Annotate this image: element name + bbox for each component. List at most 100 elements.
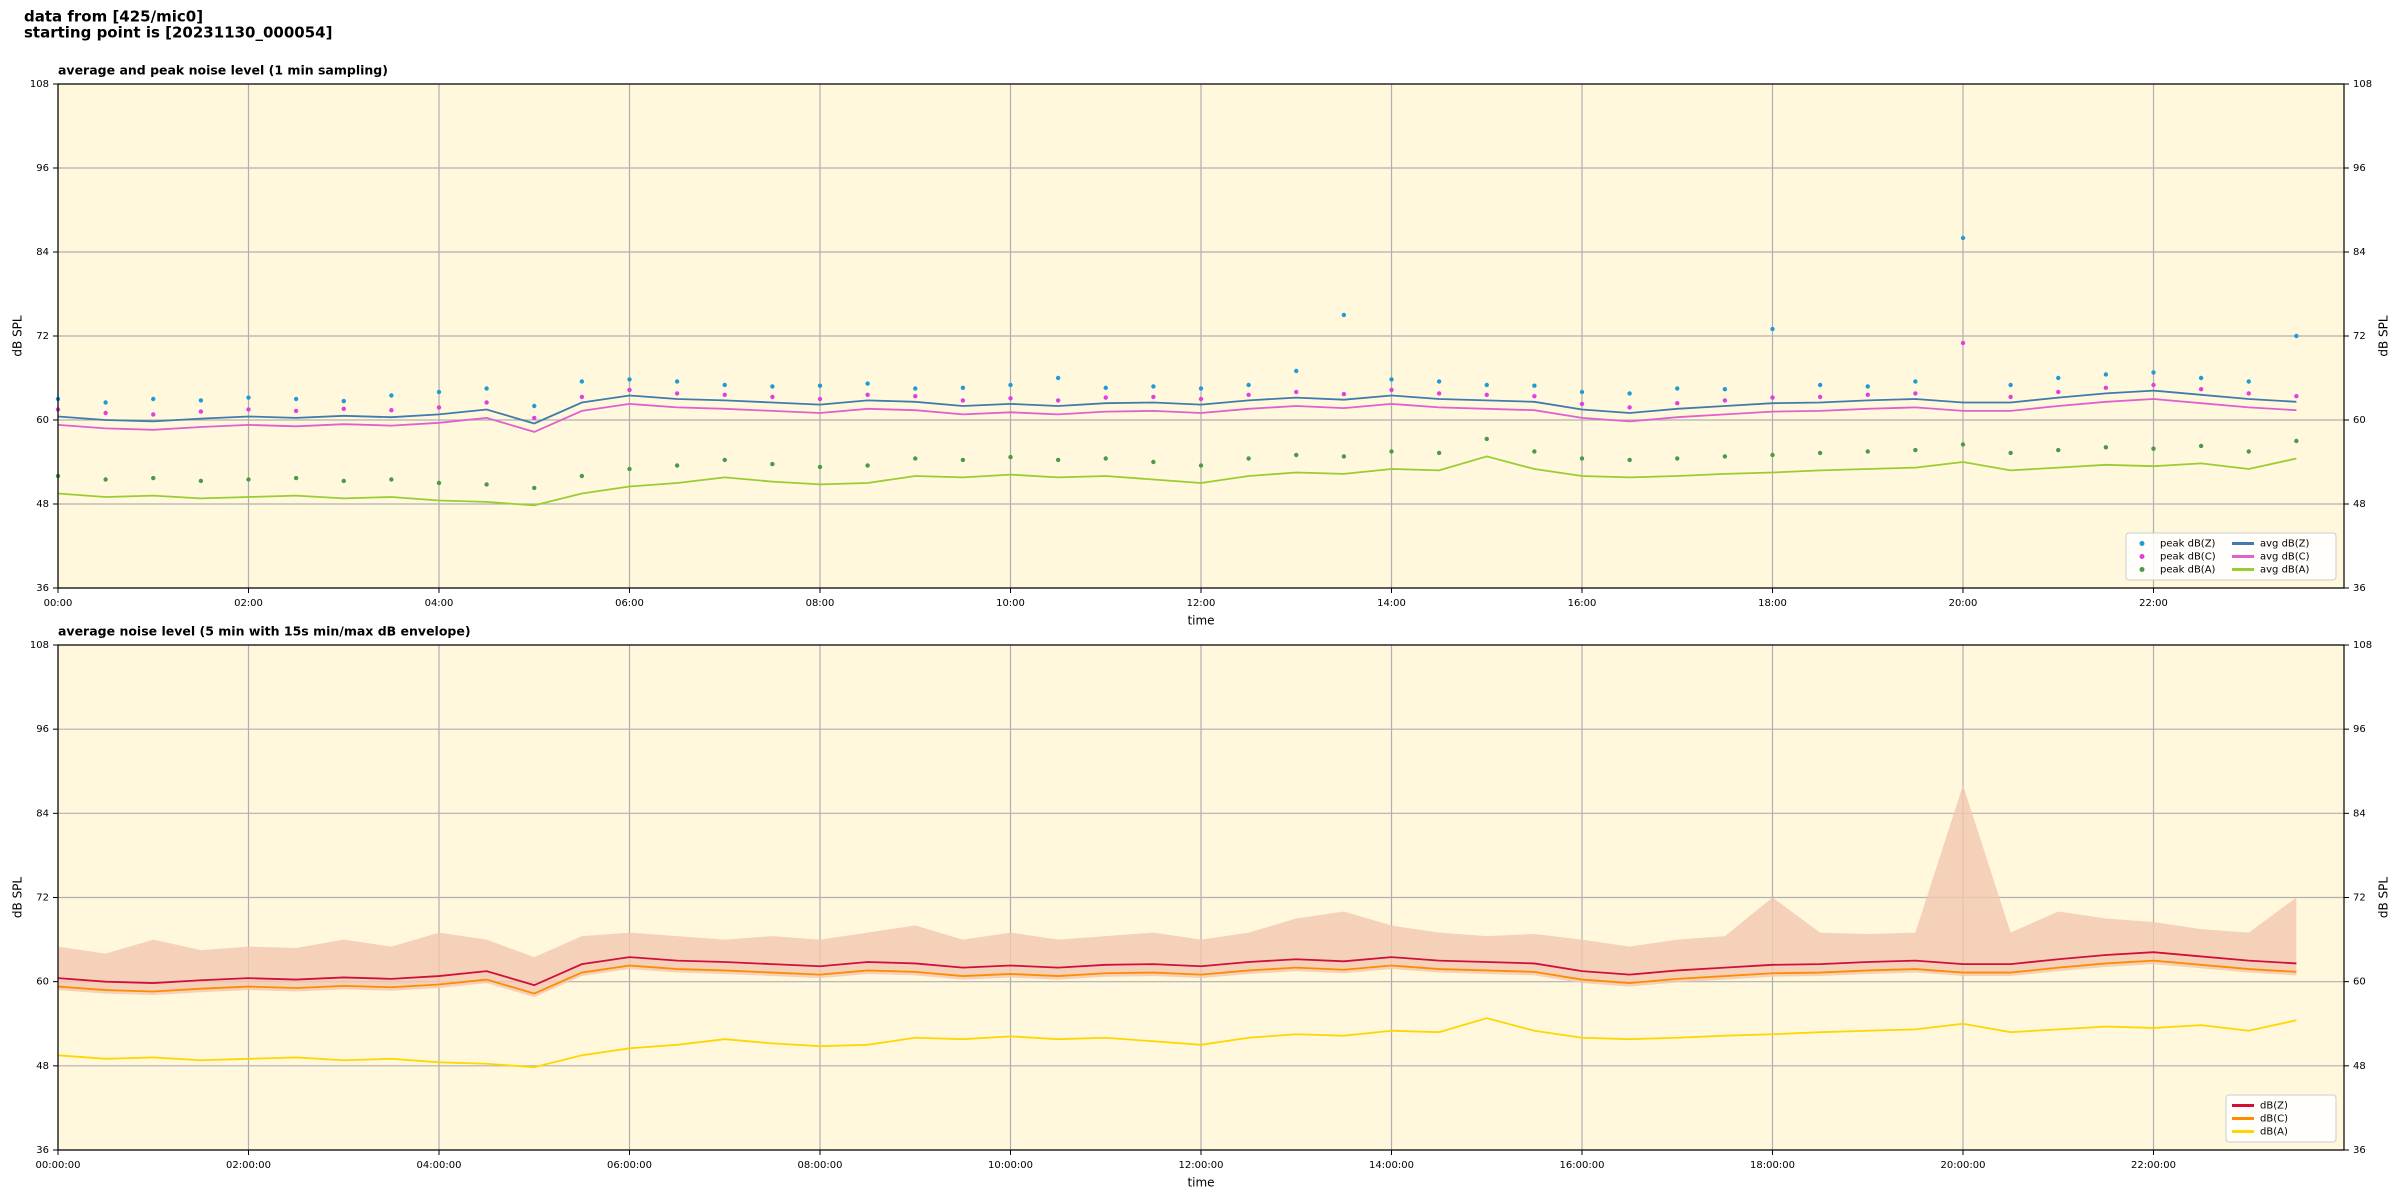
peak-point: [246, 477, 251, 482]
y-tick-label: 60: [36, 977, 49, 988]
peak-point: [770, 394, 775, 400]
peak-point: [1484, 382, 1489, 388]
x-tick-label: 06:00:00: [607, 1160, 652, 1171]
peak-point: [1198, 396, 1204, 402]
peak-point: [2056, 375, 2061, 381]
peak-point: [2151, 370, 2156, 375]
peak-point: [2056, 389, 2061, 395]
peak-point: [2246, 391, 2251, 396]
peak-point: [1151, 459, 1156, 465]
peak-point: [674, 463, 680, 468]
peak-point: [770, 461, 775, 467]
legend-box: [2125, 532, 2337, 581]
y-tick-label-right: 36: [2353, 583, 2366, 594]
peak-point: [484, 400, 489, 405]
series-line: [57, 455, 2297, 507]
peak-point: [1246, 382, 1251, 388]
plot-frame: [57, 83, 2345, 589]
peak-point: [293, 475, 299, 481]
peak-point: [1484, 392, 1489, 397]
x-tick-label: 12:00: [1187, 598, 1216, 609]
legend-label: avg dB(A): [2260, 565, 2310, 576]
peak-point: [1770, 326, 1775, 332]
peak-point: [151, 396, 156, 402]
peak-point: [484, 482, 489, 487]
peak-point: [1294, 389, 1299, 395]
x-tick-label: 22:00: [2139, 598, 2168, 609]
peak-point: [1627, 457, 1632, 463]
peak-point: [532, 415, 537, 421]
peak-point: [1722, 387, 1728, 392]
peak-point: [1151, 384, 1156, 389]
series-line: [57, 951, 2297, 987]
peak-point: [246, 395, 251, 400]
peak-point: [1675, 401, 1680, 406]
plot-title: average and peak noise level (1 min samp…: [58, 63, 388, 78]
y-tick-label-right: 84: [2353, 808, 2366, 819]
peak-point: [341, 398, 346, 404]
y-tick-label: 60: [36, 415, 49, 426]
x-tick-label: 10:00:00: [988, 1160, 1033, 1171]
y-axis-label-right: dB SPL: [2377, 315, 2391, 357]
plot-title: average noise level (5 min with 15s min/…: [58, 624, 471, 639]
peak-point: [1389, 387, 1394, 393]
peak-point: [1675, 456, 1680, 461]
y-tick-label: 84: [36, 808, 49, 819]
x-tick-label: 04:00:00: [417, 1160, 462, 1171]
peak-point: [2103, 445, 2109, 450]
envelope-band: [58, 785, 2297, 998]
x-tick-label: 00:00:00: [36, 1160, 81, 1171]
series-line: [57, 959, 2297, 995]
x-axis-label: time: [1187, 1176, 1214, 1190]
peak-point: [2103, 372, 2109, 377]
y-tick-label-right: 96: [2353, 163, 2366, 174]
y-tick-label-right: 48: [2353, 1061, 2366, 1072]
legend-label: dB(Z): [2260, 1101, 2288, 1112]
legend-label: peak dB(Z): [2160, 539, 2216, 550]
peak-point: [1389, 449, 1394, 454]
peak-point: [2198, 443, 2204, 449]
x-tick-label: 22:00:00: [2131, 1160, 2176, 1171]
peak-point: [1913, 379, 1918, 384]
y-tick-label: 48: [36, 499, 49, 510]
x-tick-label: 20:00: [1949, 598, 1978, 609]
peak-point: [913, 386, 918, 391]
series-line: [57, 398, 2297, 433]
x-tick-label: 04:00: [425, 598, 454, 609]
peak-point: [389, 393, 394, 398]
peak-point: [2246, 379, 2251, 384]
x-tick-label: 12:00:00: [1179, 1160, 1224, 1171]
peak-point: [817, 396, 823, 402]
peak-point: [1436, 379, 1442, 384]
y-tick-label: 36: [36, 583, 49, 594]
y-tick-label: 108: [30, 79, 49, 90]
peak-point: [1008, 396, 1013, 401]
peak-point: [436, 389, 442, 395]
peak-point: [1103, 385, 1108, 390]
x-tick-label: 14:00:00: [1369, 1160, 1414, 1171]
y-tick-label: 96: [36, 724, 49, 735]
peak-point: [1198, 463, 1204, 468]
legend-label: dB(A): [2260, 1127, 2288, 1138]
peak-point: [2294, 333, 2299, 339]
peak-point: [2008, 394, 2013, 400]
y-tick-label: 72: [36, 893, 49, 904]
peak-point: [151, 475, 156, 481]
peak-point: [103, 410, 108, 416]
y-axis-label: dB SPL: [11, 315, 25, 357]
y-tick-label-right: 60: [2353, 977, 2366, 988]
peak-point: [532, 403, 537, 409]
legend-label: dB(C): [2260, 1114, 2288, 1125]
legend-marker: [2139, 554, 2145, 559]
legend-label: peak dB(C): [2160, 552, 2216, 563]
x-tick-label: 08:00:00: [798, 1160, 843, 1171]
peak-point: [960, 385, 966, 390]
peak-point: [960, 457, 966, 463]
peak-point: [1198, 386, 1204, 391]
peak-point: [1770, 452, 1775, 458]
peak-point: [1008, 454, 1013, 460]
y-tick-label-right: 60: [2353, 415, 2366, 426]
peak-point: [1865, 392, 1870, 397]
series-line: [57, 1017, 2297, 1069]
